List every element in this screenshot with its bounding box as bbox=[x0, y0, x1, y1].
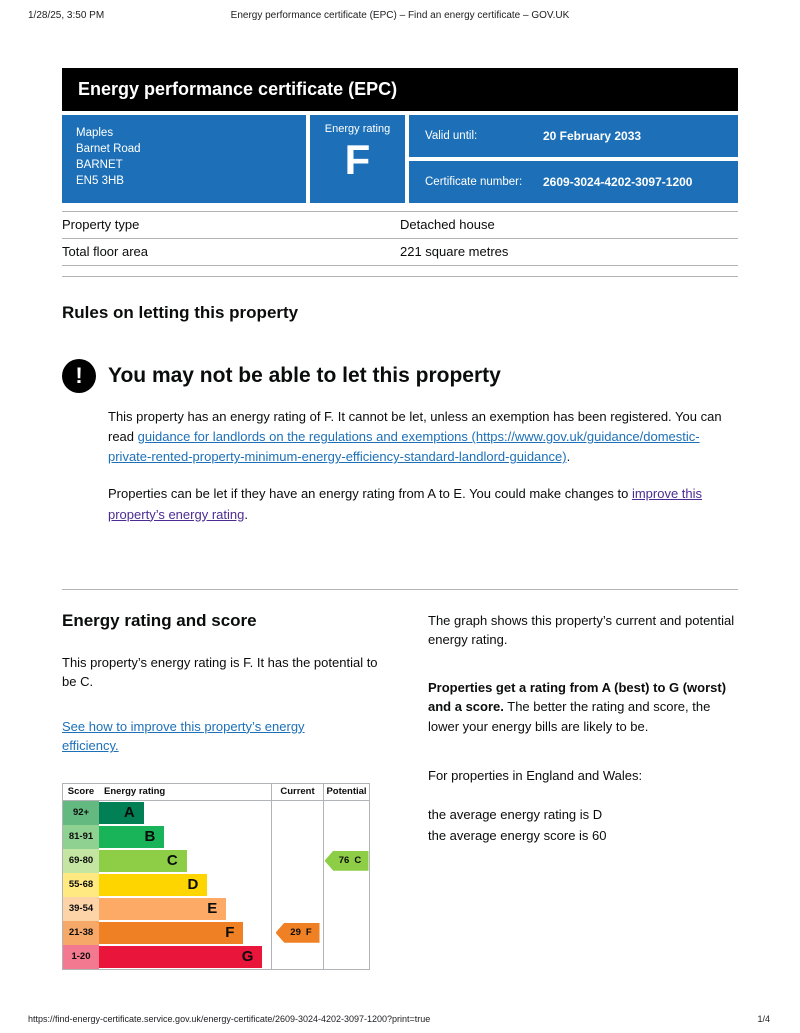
band-bar-e: E bbox=[99, 897, 227, 920]
band-row-e: 39-54 E bbox=[63, 896, 369, 921]
rating-and-score-section: Energy rating and score This property’s … bbox=[62, 603, 738, 970]
page-title: Energy performance certificate (EPC) bbox=[78, 79, 398, 99]
band-score-f: 21-38 bbox=[63, 920, 99, 945]
section-divider bbox=[62, 588, 738, 590]
graph-explainer-text: The graph shows this property’s current … bbox=[428, 612, 735, 648]
table-row-property-type: Property type Detached house bbox=[62, 211, 738, 238]
band-letter-c: C bbox=[166, 852, 178, 870]
print-source-url: https://find-energy-certificate.service.… bbox=[28, 1014, 431, 1024]
band-bar-f: F bbox=[99, 921, 244, 944]
chart-header-row: Score Energy rating Current Potential bbox=[63, 783, 369, 801]
section-divider bbox=[62, 276, 738, 277]
property-details-table: Property type Detached house Total floor… bbox=[62, 211, 738, 266]
valid-until-value: 20 February 2033 bbox=[543, 129, 642, 143]
chart-header-potential: Potential bbox=[323, 783, 369, 800]
band-letter-g: G bbox=[241, 948, 254, 966]
improve-rating-link[interactable]: improve this property’s energy rating bbox=[108, 486, 703, 522]
improve-efficiency-link[interactable]: See how to improve this property’s energ… bbox=[62, 718, 305, 754]
epc-rating-chart: Score Energy rating Current Potential 92… bbox=[62, 782, 370, 970]
rating-scale-rest: The better the rating and score, the low… bbox=[428, 699, 711, 734]
band-bar-d: D bbox=[99, 873, 208, 896]
energy-rating-box: Energy rating F bbox=[310, 115, 405, 203]
certificate-number-label: Certificate number: bbox=[425, 176, 523, 188]
band-score-a: 92+ bbox=[63, 800, 99, 825]
certificate-page: Energy performance certificate (EPC) Map… bbox=[62, 68, 738, 970]
band-score-d: 55-68 bbox=[63, 872, 99, 897]
warning-para1-text: This property has an energy rating of F.… bbox=[108, 409, 722, 445]
rating-score-right-column: The graph shows this property’s current … bbox=[428, 603, 738, 970]
band-score-b: 81-91 bbox=[63, 824, 99, 849]
energy-rating-label: Energy rating bbox=[324, 123, 391, 135]
band-bar-b: B bbox=[99, 825, 165, 848]
rating-score-heading: Energy rating and score bbox=[62, 610, 257, 630]
band-score-e: 39-54 bbox=[63, 896, 99, 921]
page-title-banner: Energy performance certificate (EPC) bbox=[62, 68, 738, 111]
band-row-f: 21-38 F 29 F bbox=[63, 920, 369, 945]
rating-score-left-column: Energy rating and score This property’s … bbox=[62, 603, 402, 970]
valid-until-label: Valid until: bbox=[425, 130, 478, 142]
landlord-guidance-link[interactable]: guidance for landlords on the regulation… bbox=[108, 429, 700, 465]
certificate-validity: Valid until: 20 February 2033 Certificat… bbox=[409, 115, 738, 203]
floor-area-value: 221 square metres bbox=[400, 244, 509, 259]
band-row-d: 55-68 D bbox=[63, 872, 369, 897]
band-score-c: 69-80 bbox=[63, 848, 99, 873]
warning-exclamation-icon: ! bbox=[62, 359, 96, 393]
warning-paragraph-2: Properties can be let if they have an en… bbox=[108, 484, 738, 524]
warning-icon-glyph: ! bbox=[75, 363, 83, 388]
warning-para2-end: . bbox=[244, 506, 248, 522]
average-rating-text: the average energy rating is D bbox=[428, 806, 603, 822]
band-letter-d: D bbox=[187, 876, 199, 894]
band-bar-c: C bbox=[99, 849, 187, 872]
valid-until-box: Valid until: 20 February 2033 bbox=[409, 115, 738, 157]
address-line-1: Maples bbox=[76, 127, 114, 139]
band-letter-e: E bbox=[207, 900, 218, 918]
certificate-summary: Maples Barnet Road BARNET EN5 3HB Energy… bbox=[62, 115, 738, 203]
print-timestamp: 1/28/25, 3:50 PM bbox=[28, 10, 105, 21]
warning-para2-text: Properties can be let if they have an en… bbox=[108, 486, 632, 502]
warning-para1-end: . bbox=[566, 449, 571, 465]
energy-rating-value: F bbox=[344, 136, 371, 183]
england-wales-text: For properties in England and Wales: bbox=[428, 768, 643, 784]
print-header: 1/28/25, 3:50 PM Energy performance cert… bbox=[0, 10, 800, 24]
band-letter-b: B bbox=[144, 828, 156, 846]
property-type-label: Property type bbox=[62, 217, 140, 232]
address-line-2: Barnet Road bbox=[76, 142, 141, 155]
property-type-value: Detached house bbox=[400, 217, 495, 232]
floor-area-label: Total floor area bbox=[62, 244, 148, 259]
chart-header-rating: Energy rating bbox=[104, 786, 166, 798]
band-letter-f: F bbox=[225, 924, 235, 942]
address-line-4: EN5 3HB bbox=[76, 174, 124, 187]
band-row-b: 81-91 B bbox=[63, 824, 369, 849]
band-letter-a: A bbox=[123, 804, 135, 822]
warning-header: ! You may not be able to let this proper… bbox=[62, 359, 738, 393]
print-document-title: Energy performance certificate (EPC) – F… bbox=[230, 10, 570, 21]
table-row-floor-area: Total floor area 221 square metres bbox=[62, 238, 738, 265]
band-row-g: 1-20 G bbox=[63, 944, 369, 969]
warning-body: This property has an energy rating of F.… bbox=[108, 407, 738, 525]
band-row-a: 92+ A bbox=[63, 800, 369, 825]
band-score-g: 1-20 bbox=[63, 944, 99, 969]
band-bar-a: A bbox=[99, 801, 144, 824]
warning-paragraph-1: This property has an energy rating of F.… bbox=[108, 407, 738, 467]
current-rating-marker: 29 F bbox=[275, 922, 320, 943]
potential-rating-marker: 76 C bbox=[324, 850, 369, 871]
average-score-text: the average energy score is 60 bbox=[428, 828, 607, 844]
certificate-number-value: 2609-3024-4202-3097-1200 bbox=[543, 175, 693, 189]
band-bar-g: G bbox=[99, 945, 263, 968]
address-line-3: BARNET bbox=[76, 158, 123, 171]
print-page-number: 1/4 bbox=[757, 1014, 770, 1024]
certificate-number-box: Certificate number: 2609-3024-4202-3097-… bbox=[409, 161, 738, 203]
chart-header-current: Current bbox=[271, 783, 323, 800]
letting-warning: ! You may not be able to let this proper… bbox=[62, 359, 738, 525]
rating-scale-bold: Properties get a rating from A (best) to… bbox=[428, 679, 727, 715]
band-row-c: 69-80 C 76 C bbox=[63, 848, 369, 873]
rules-heading: Rules on letting this property bbox=[62, 303, 299, 322]
improve-efficiency-link-wrap: See how to improve this property’s energ… bbox=[62, 717, 324, 756]
print-footer: https://find-energy-certificate.service.… bbox=[0, 1014, 800, 1026]
property-address: Maples Barnet Road BARNET EN5 3HB bbox=[62, 115, 306, 203]
warning-heading: You may not be able to let this property bbox=[108, 364, 501, 387]
rating-intro-text: This property’s energy rating is F. It h… bbox=[62, 654, 378, 690]
rating-scale-text: Properties get a rating from A (best) to… bbox=[428, 678, 738, 737]
chart-header-score: Score bbox=[67, 786, 95, 798]
